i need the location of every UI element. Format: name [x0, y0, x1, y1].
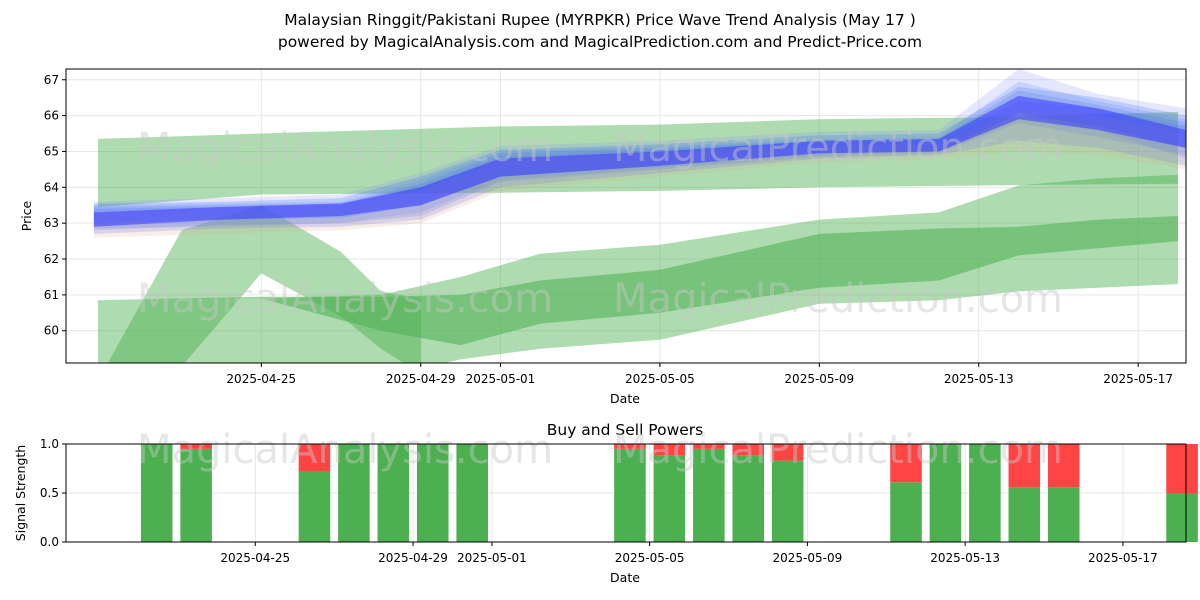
buy-power-bar [969, 444, 1001, 542]
sell-power-bar [1008, 444, 1041, 488]
price-y-tick-label: 67 [44, 73, 59, 87]
signal-bars [140, 444, 1198, 542]
price-y-axis-label: Price [19, 200, 34, 231]
sell-power-bar [180, 444, 212, 449]
signal-x-axis: 2025-04-25 2025-04-29 2025-05-01 2025-05-05… [220, 542, 1158, 565]
price-x-tick-label: 2025-05-09 [784, 372, 854, 386]
buy-power-bar [1008, 487, 1041, 542]
price-x-tick-label: 2025-05-05 [625, 372, 695, 386]
sell-power-bar [732, 444, 765, 456]
buy-power-bar [653, 455, 686, 542]
sell-power-bar [1166, 444, 1198, 493]
buy-power-bar [377, 444, 410, 542]
watermark-analysis-mid: MagicalAnalysis.com [137, 276, 553, 322]
buy-power-bar [929, 444, 962, 542]
figure-title-line1: Malaysian Ringgit/Pakistani Rupee (MYRPK… [284, 11, 916, 29]
price-y-tick-label: 66 [44, 109, 59, 123]
price-x-axis: 2025-04-25 2025-04-29 2025-05-01 2025-05-05… [226, 363, 1173, 386]
buy-power-bar [456, 444, 488, 542]
price-x-tick-label: 2025-05-17 [1103, 372, 1173, 386]
signal-x-tick-label: 2025-05-05 [615, 551, 685, 565]
buy-sell-title: Buy and Sell Powers [547, 421, 704, 439]
price-y-tick-label: 63 [44, 216, 59, 230]
sell-power-bar [693, 444, 725, 449]
buy-power-bar [771, 460, 804, 542]
price-y-tick-label: 61 [44, 288, 59, 302]
figure-title-line2: powered by MagicalAnalysis.com and Magic… [278, 33, 922, 51]
green-band-2 [97, 216, 1178, 346]
price-y-axis: 60 61 62 63 64 65 66 67 [44, 73, 66, 338]
buy-power-bar [890, 482, 922, 542]
signal-y-axis-label: Signal Strength [13, 445, 28, 541]
buy-power-bar [298, 471, 331, 542]
signal-y-tick-label: 0.0 [40, 535, 59, 549]
buy-power-bar [732, 455, 765, 542]
price-x-tick-label: 2025-04-29 [386, 372, 456, 386]
price-bands [93, 69, 1186, 363]
signal-x-tick-label: 2025-05-09 [773, 551, 843, 565]
price-wave-chart: MagicalAnalysis.com MagicalPrediction.co… [19, 68, 1187, 406]
signal-x-tick-label: 2025-05-17 [1088, 551, 1158, 565]
signal-x-tick-label: 2025-04-29 [378, 551, 448, 565]
signal-x-tick-label: 2025-05-01 [457, 551, 527, 565]
signal-x-tick-label: 2025-05-13 [930, 551, 1000, 565]
buy-power-bar [1166, 493, 1198, 542]
sell-power-bar [771, 444, 804, 461]
buy-power-bar [338, 444, 370, 542]
buy-sell-power-chart: Buy and Sell Powers MagicalAnalysis.com … [13, 421, 1198, 585]
buy-power-bar [1047, 487, 1080, 542]
signal-y-axis: 0.0 0.5 1.0 [40, 437, 66, 549]
buy-power-bar [416, 444, 449, 542]
price-plot-frame [65, 68, 1187, 364]
price-x-tick-label: 2025-05-13 [944, 372, 1014, 386]
price-y-tick-label: 64 [44, 180, 59, 194]
sell-power-bar [298, 444, 331, 472]
green-band-3 [107, 205, 421, 363]
watermark-prediction-top: MagicalPrediction.com [613, 125, 1063, 171]
price-y-tick-label: 60 [44, 324, 59, 338]
buy-power-bar [614, 448, 646, 542]
watermark-prediction-mid: MagicalPrediction.com [613, 276, 1063, 322]
sell-power-bar [1047, 444, 1080, 488]
price-y-tick-label: 62 [44, 252, 59, 266]
price-y-tick-label: 65 [44, 144, 59, 158]
watermark-analysis-bottom: MagicalAnalysis.com [137, 427, 553, 473]
watermark-prediction-bottom: MagicalPrediction.com [613, 427, 1063, 473]
signal-y-tick-label: 1.0 [40, 437, 59, 451]
buy-power-bar [180, 448, 212, 542]
central-trend-band [93, 95, 1186, 227]
signal-x-tick-label: 2025-04-25 [220, 551, 290, 565]
buy-power-bar [140, 444, 173, 542]
price-gridlines [66, 69, 1186, 363]
sell-power-bar [890, 444, 922, 483]
sell-power-bar [653, 444, 686, 456]
signal-x-axis-label: Date [610, 570, 640, 585]
buy-power-bar [693, 448, 725, 542]
sell-power-bar [614, 444, 646, 449]
price-x-tick-label: 2025-04-25 [226, 372, 296, 386]
price-x-tick-label: 2025-05-01 [466, 372, 536, 386]
watermark-analysis-top: MagicalAnalysis.com [137, 125, 553, 171]
blue-wave-band-2 [93, 69, 1186, 227]
signal-y-tick-label: 0.5 [40, 486, 59, 500]
price-x-axis-label: Date [610, 391, 640, 406]
